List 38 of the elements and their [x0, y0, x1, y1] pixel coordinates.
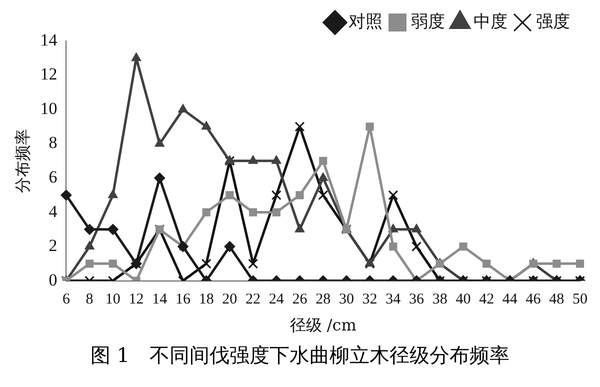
x-tick-label: 44 — [502, 292, 518, 308]
x-tick-label: 40 — [456, 292, 471, 308]
y-tick-label: 0 — [48, 270, 58, 290]
x-tick-label: 16 — [175, 292, 191, 308]
y-tick-label: 4 — [48, 202, 58, 221]
x-tick-label: 6 — [62, 292, 70, 308]
y-tick-label: 2 — [48, 236, 58, 256]
y-tick-label: 6 — [48, 167, 58, 186]
x-tick-label: 38 — [432, 292, 448, 308]
x-tick-label: 30 — [338, 292, 354, 308]
x-tick-label: 34 — [386, 292, 402, 308]
x-tick-label: 26 — [292, 292, 308, 308]
y-tick-label: 8 — [48, 133, 58, 152]
legend-label: 中度 — [474, 12, 508, 32]
x-tick-label: 10 — [105, 292, 120, 308]
caption: 图 1 不同间伐强度下水曲柳立木径级分布频率 — [89, 342, 511, 369]
legend-label: 强度 — [536, 12, 570, 32]
legend-label: 对照 — [348, 12, 382, 32]
x-tick-label: 24 — [268, 292, 284, 308]
x-tick-label: 12 — [128, 292, 144, 308]
x-tick-label: 32 — [362, 292, 378, 308]
x-tick-label: 36 — [409, 292, 425, 308]
legend-label: 弱度 — [411, 12, 445, 32]
x-tick-label: 28 — [316, 292, 331, 308]
x-tick-label: 42 — [479, 292, 494, 308]
x-tick-label: 48 — [549, 292, 564, 308]
x-tick-label: 46 — [526, 292, 542, 308]
y-tick-label: 14 — [40, 30, 58, 50]
x-tick-label: 20 — [222, 292, 238, 308]
x-tick-label: 8 — [86, 292, 94, 308]
x-tick-label: 14 — [152, 292, 168, 308]
x-tick-label: 50 — [572, 292, 588, 308]
x-tick-label: 18 — [198, 292, 214, 308]
y-tick-label: 10 — [40, 98, 58, 118]
y-tick-label: 12 — [40, 64, 58, 84]
x-axis-title: 径级 /cm — [290, 316, 356, 335]
y-axis-title: 分布频率 — [12, 128, 32, 193]
x-tick-label: 22 — [246, 292, 261, 308]
